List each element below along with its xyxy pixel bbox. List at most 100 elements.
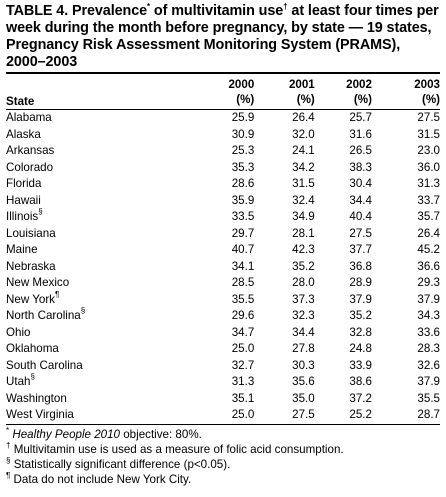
value-2003: 33.6 <box>417 325 440 339</box>
state-cell: Utah§ <box>6 372 211 391</box>
state-name: Arkansas <box>6 144 55 157</box>
value-2000: 31.3 <box>231 375 255 388</box>
value-2002: 25.2 <box>349 408 372 421</box>
state-name: Oklahoma <box>6 342 59 355</box>
state-cell: Illinois§ <box>6 208 211 226</box>
bottom-rule <box>6 423 440 425</box>
state-cell: Louisiana <box>6 226 211 243</box>
state-cell: New Mexico <box>6 275 211 292</box>
value-2001: 24.1 <box>292 144 315 157</box>
footnote-symbol: ¶ <box>6 470 11 480</box>
state-name: Alabama <box>6 111 52 124</box>
state-footnote-mark: § <box>80 306 86 315</box>
state-cell: Ohio <box>6 325 211 342</box>
value-2002: 38.6 <box>349 375 372 388</box>
value-2003: 31.3 <box>417 177 440 190</box>
state-name: New York <box>6 292 55 306</box>
value-2000: 29.7 <box>231 226 255 240</box>
prevalence-table: State 2000 2001 2002 2003 (%) (%) (%) (%… <box>6 74 440 424</box>
value-2000: 25.3 <box>231 144 255 157</box>
state-cell: Alabama <box>6 110 211 127</box>
header-year-2003: 2003 <box>414 78 440 91</box>
table-row: Maine 40.7 42.3 37.7 45.2 <box>6 242 440 259</box>
value-2003: 26.4 <box>417 226 440 240</box>
value-2003: 27.5 <box>417 111 440 124</box>
value-2001: 27.8 <box>292 342 315 355</box>
header-unit-2000: (%) <box>236 93 255 106</box>
value-2003: 23.0 <box>417 144 440 157</box>
value-2000: 33.5 <box>231 210 255 223</box>
table-body: Alabama 25.9 26.4 25.7 27.5 Alaska 30.9 32.0 31.… <box>6 110 440 424</box>
footnote-symbol: * <box>6 425 10 435</box>
footnote: † Multivitamin use is used as a measure … <box>6 441 440 457</box>
table-title: TABLE 4. Prevalence* of multivitamin use… <box>6 3 440 71</box>
value-2002: 24.8 <box>349 342 372 355</box>
table-row: Utah§ 31.3 35.6 38.6 37.9 <box>6 372 440 391</box>
value-2002: 31.6 <box>349 127 372 141</box>
table-row: Illinois§ 33.5 34.9 40.4 35.7 <box>6 208 440 226</box>
header-year-2002: 2002 <box>346 78 372 91</box>
value-2001: 28.0 <box>292 276 315 289</box>
state-footnote-mark: § <box>30 372 35 381</box>
value-2001: 32.0 <box>292 127 315 141</box>
value-2003: 37.9 <box>417 375 440 388</box>
state-cell: West Virginia <box>6 407 211 424</box>
value-2002: 37.7 <box>349 243 372 256</box>
state-name: Alaska <box>6 127 41 141</box>
value-2002: 33.9 <box>349 358 372 372</box>
value-2000: 34.1 <box>231 259 255 273</box>
state-cell: Nebraska <box>6 259 211 276</box>
state-cell: Florida <box>6 176 211 193</box>
value-2003: 32.6 <box>417 358 440 372</box>
value-2001: 37.3 <box>292 292 315 306</box>
value-2002: 34.4 <box>349 193 372 207</box>
state-name: West Virginia <box>6 408 74 421</box>
value-2001: 34.4 <box>292 325 315 339</box>
header-unit-2001: (%) <box>296 93 315 106</box>
value-2002: 35.2 <box>349 309 372 322</box>
value-2001: 34.2 <box>292 160 315 174</box>
state-name: Nebraska <box>6 259 56 273</box>
table-header: State 2000 2001 2002 2003 (%) (%) (%) (%… <box>6 74 440 110</box>
value-2001: 35.2 <box>292 259 315 273</box>
value-2000: 35.5 <box>231 292 255 306</box>
value-2000: 35.1 <box>231 391 255 405</box>
value-2001: 28.1 <box>292 226 315 240</box>
value-2001: 31.5 <box>292 177 315 190</box>
table-row: Louisiana 29.7 28.1 27.5 26.4 <box>6 226 440 243</box>
table-row: Oklahoma 25.0 27.8 24.8 28.3 <box>6 341 440 358</box>
state-name: Utah <box>6 375 31 388</box>
footnotes: * Healthy People 2010 objective: 80%. † M… <box>6 425 440 487</box>
state-name: North Carolina <box>6 309 81 322</box>
value-2001: 32.4 <box>292 193 315 207</box>
table-row: Alabama 25.9 26.4 25.7 27.5 <box>6 110 440 127</box>
state-cell: Arkansas <box>6 143 211 160</box>
value-2002: 28.9 <box>349 276 372 289</box>
value-2000: 25.9 <box>231 111 255 124</box>
value-2001: 30.3 <box>292 358 315 372</box>
value-2002: 37.2 <box>349 391 372 405</box>
value-2000: 28.5 <box>231 276 255 289</box>
value-2000: 35.3 <box>231 160 255 174</box>
state-name: Washington <box>6 391 67 405</box>
state-cell: South Carolina <box>6 358 211 375</box>
table-row: Arkansas 25.3 24.1 26.5 23.0 <box>6 143 440 160</box>
title-text-1: TABLE 4. Prevalence <box>6 3 148 19</box>
value-2003: 35.7 <box>417 210 440 223</box>
value-2002: 32.8 <box>349 325 372 339</box>
value-2001: 35.0 <box>292 391 315 405</box>
table-row: West Virginia 25.0 27.5 25.2 28.7 <box>6 407 440 424</box>
value-2003: 29.3 <box>417 276 440 289</box>
state-name: Louisiana <box>6 226 56 240</box>
value-2003: 37.9 <box>417 292 440 306</box>
footnote-text: objective: 80%. <box>120 427 202 441</box>
value-2002: 40.4 <box>349 210 372 223</box>
value-2001: 26.4 <box>292 111 315 124</box>
value-2001: 34.9 <box>292 210 315 223</box>
state-name: South Carolina <box>6 358 83 372</box>
table-row: Nebraska 34.1 35.2 36.8 36.6 <box>6 259 440 276</box>
footnote-text: Statistically significant difference (p<… <box>13 457 231 471</box>
footnote: § Statistically significant difference (… <box>6 456 440 472</box>
value-2001: 32.3 <box>292 309 315 322</box>
